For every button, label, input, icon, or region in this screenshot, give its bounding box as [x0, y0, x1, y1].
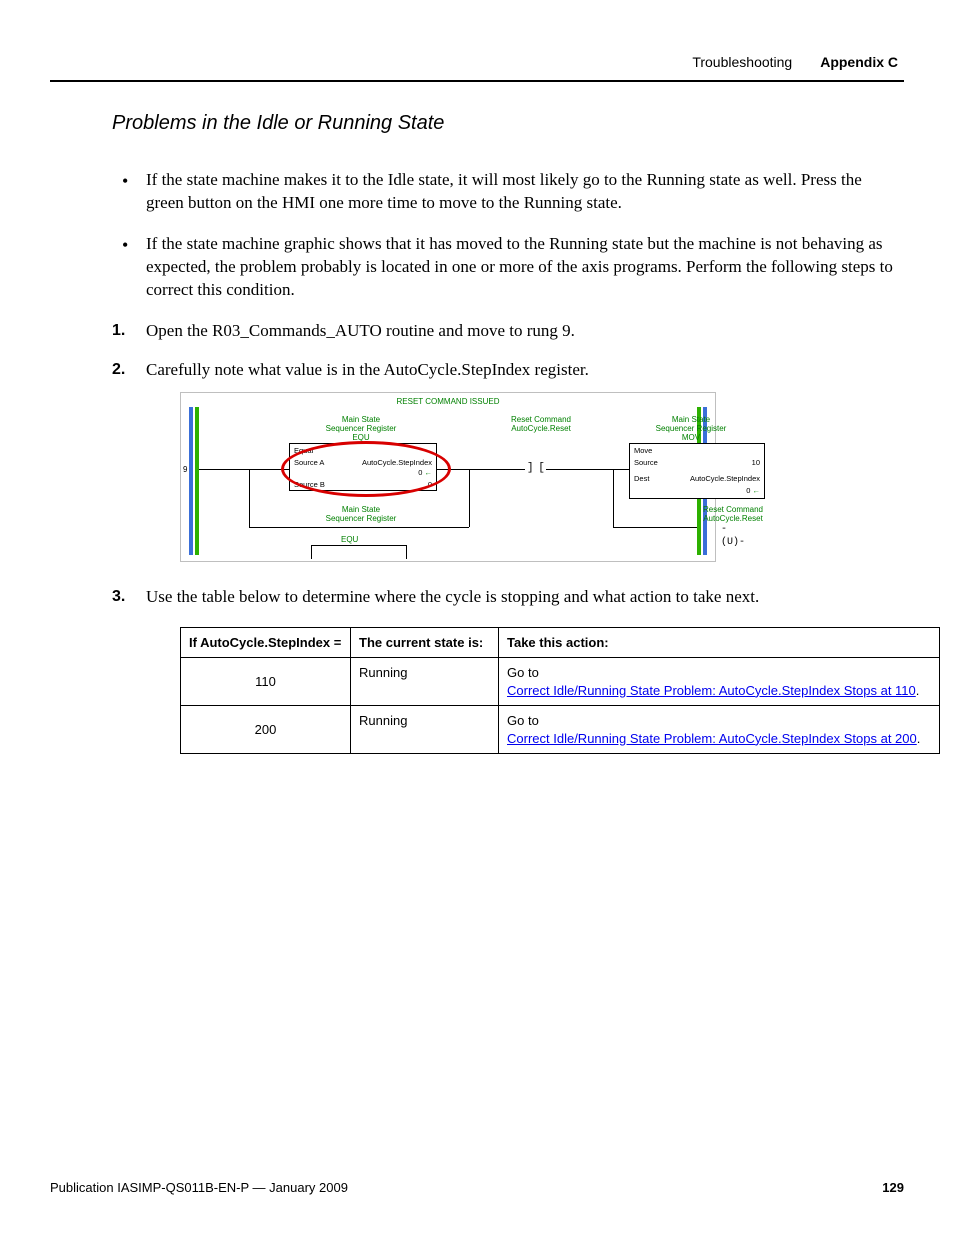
cell-state: Running — [351, 706, 499, 754]
rail-green-left — [195, 407, 199, 555]
table-header: If AutoCycle.StepIndex = — [181, 627, 351, 658]
rung2-branch-line — [613, 527, 697, 528]
header-appendix: Appendix C — [820, 54, 898, 70]
table-header: The current state is: — [351, 627, 499, 658]
action-prefix: Go to — [507, 665, 539, 680]
branch-left-down — [249, 469, 250, 527]
contact-label: Reset Command AutoCycle.Reset — [481, 415, 601, 433]
table-header: Take this action: — [499, 627, 940, 658]
mov-instruction-box: Move Source10 DestAutoCycle.StepIndex 0 … — [629, 443, 765, 499]
table-row: 200 Running Go to Correct Idle/Running S… — [181, 706, 940, 754]
step-2-text: Carefully note what value is in the Auto… — [146, 360, 589, 379]
step-3-text: Use the table below to determine where t… — [146, 587, 759, 606]
header-section: Troubleshooting — [692, 54, 792, 70]
action-prefix: Go to — [507, 713, 539, 728]
coil-label: Reset Command AutoCycle.Reset — [673, 505, 793, 523]
publication-id: Publication IASIMP-QS011B-EN-P — January… — [50, 1180, 348, 1195]
procedure-steps: Open the R03_Commands_AUTO routine and m… — [112, 320, 898, 755]
step-3: Use the table below to determine where t… — [112, 586, 898, 755]
rung-number: 9 — [183, 465, 187, 476]
page-footer: Publication IASIMP-QS011B-EN-P — January… — [50, 1180, 904, 1195]
branch-right-up — [469, 469, 470, 527]
cell-stepindex: 200 — [181, 706, 351, 754]
ladder-title: RESET COMMAND ISSUED — [181, 397, 715, 408]
ladder-diagram: RESET COMMAND ISSUED 9 Main State — [180, 392, 716, 562]
mov-label: Main State Sequencer Register MOV — [621, 415, 761, 443]
table-header-row: If AutoCycle.StepIndex = The current sta… — [181, 627, 940, 658]
equ2-label: Main State Sequencer Register — [291, 505, 431, 523]
table-row: 110 Running Go to Correct Idle/Running S… — [181, 658, 940, 706]
action-link[interactable]: Correct Idle/Running State Problem: Auto… — [507, 683, 916, 698]
rail-blue-left — [189, 407, 193, 555]
rung-branch-line — [249, 527, 469, 528]
equ2-instruction-box — [311, 545, 407, 559]
contact-symbol: ] [ — [525, 461, 546, 476]
action-table: If AutoCycle.StepIndex = The current sta… — [180, 627, 940, 755]
page-header: Troubleshooting Appendix C — [50, 54, 904, 70]
bullet-item: If the state machine makes it to the Idl… — [112, 169, 898, 215]
rung-main-line — [199, 469, 697, 470]
header-rule — [50, 80, 904, 82]
cell-state: Running — [351, 658, 499, 706]
step-1: Open the R03_Commands_AUTO routine and m… — [112, 320, 898, 343]
cell-action: Go to Correct Idle/Running State Problem… — [499, 658, 940, 706]
cell-action: Go to Correct Idle/Running State Problem… — [499, 706, 940, 754]
page-number: 129 — [882, 1180, 904, 1195]
coil-symbol: -(U)- — [721, 523, 745, 550]
step-2: Carefully note what value is in the Auto… — [112, 359, 898, 562]
section-subhead: Problems in the Idle or Running State — [112, 112, 904, 135]
equ1-label: Main State Sequencer Register EQU — [291, 415, 431, 443]
branch2-left-down — [613, 469, 614, 527]
intro-bullets: If the state machine makes it to the Idl… — [112, 169, 898, 302]
bullet-item: If the state machine graphic shows that … — [112, 233, 898, 302]
cell-stepindex: 110 — [181, 658, 351, 706]
equ1-instruction-box: Equal Source AAutoCycle.StepIndex 0 ← So… — [289, 443, 437, 491]
action-link[interactable]: Correct Idle/Running State Problem: Auto… — [507, 731, 917, 746]
